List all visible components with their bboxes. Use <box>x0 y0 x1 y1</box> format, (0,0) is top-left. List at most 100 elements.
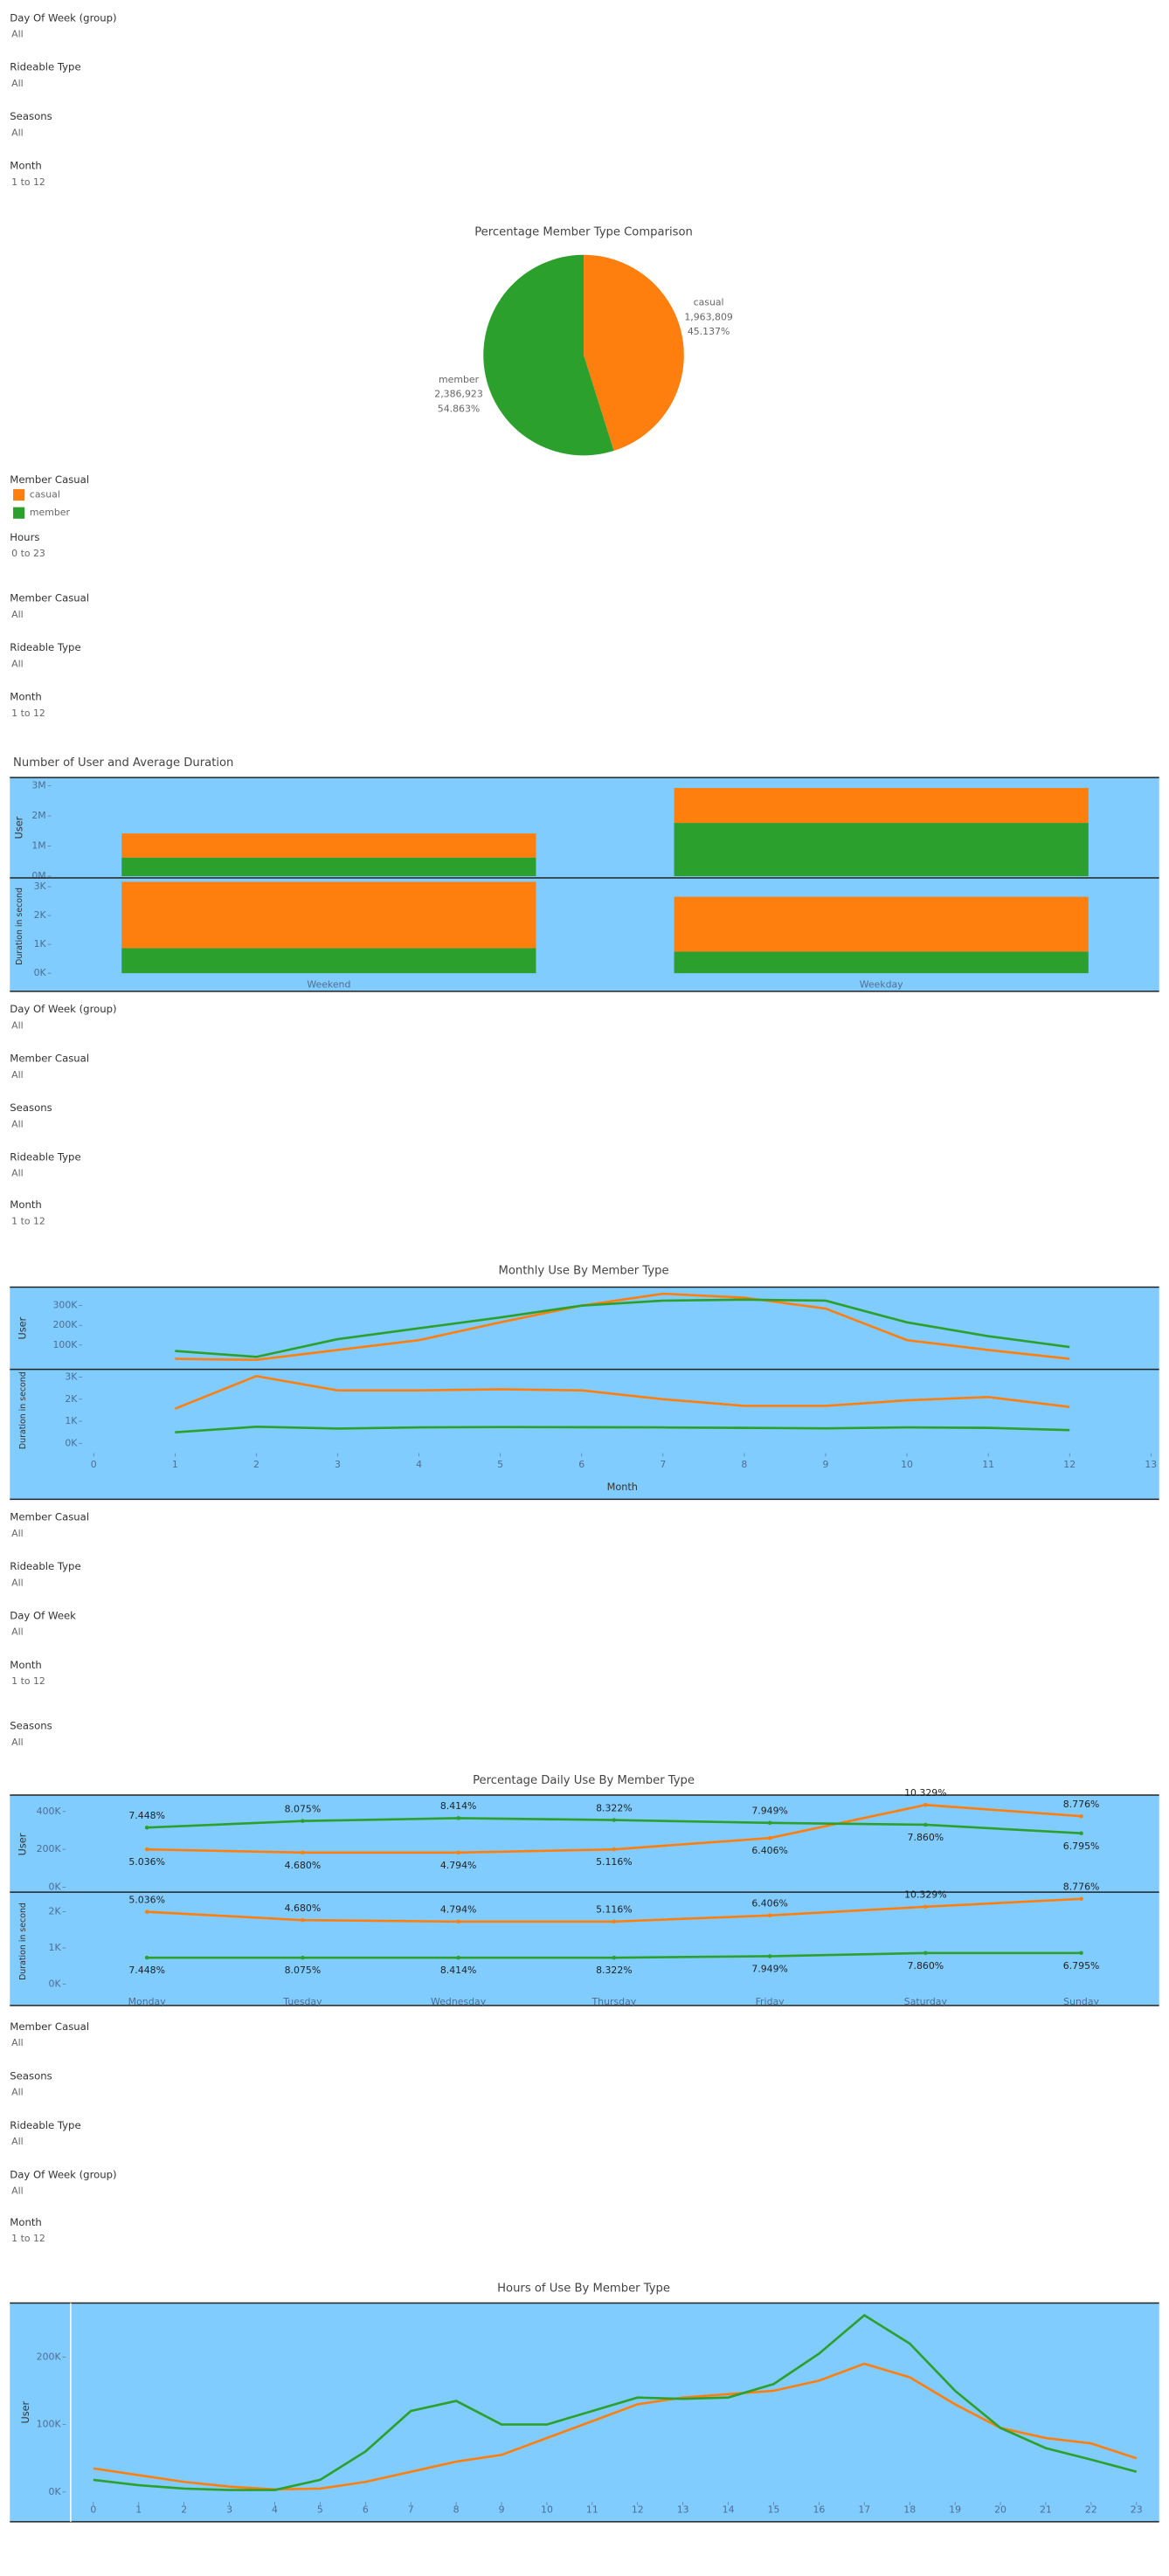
series-line <box>93 2313 1138 2491</box>
y-tick-label: 1M <box>31 840 45 852</box>
data-point <box>1079 1831 1083 1835</box>
x-tick-label: 14 <box>723 2504 735 2516</box>
filter-label: Rideable Type <box>10 1150 80 1163</box>
x-tick-label: 2 <box>253 1459 259 1470</box>
series-line <box>175 1298 1070 1358</box>
filter-label: Month <box>10 690 42 702</box>
point-label: 8.322% <box>596 1802 633 1813</box>
point-label: 6.795% <box>1063 1840 1100 1852</box>
y-tick-label: 100K <box>37 2419 62 2430</box>
filter-label: Day Of Week (group) <box>10 11 116 24</box>
x-tick-label: 11 <box>982 1459 994 1470</box>
y-tick-label: 1K <box>65 1415 78 1426</box>
y-tick-label: 300K <box>52 1300 78 1311</box>
filter-label: Rideable Type <box>10 2119 80 2131</box>
data-point <box>612 1919 617 1924</box>
x-axis-label: Month <box>607 1481 638 1493</box>
y-tick-label: 3K <box>65 1371 78 1383</box>
x-tick-label: 17 <box>858 2504 870 2516</box>
slice-percent: 45.137% <box>688 326 730 337</box>
filter-value: All <box>11 2186 24 2197</box>
point-label: 10.329% <box>904 1787 947 1799</box>
point-label: 8.414% <box>440 1800 477 1812</box>
y-tick-label: 3M <box>31 780 45 791</box>
x-tick-label: Sunday <box>1063 1996 1099 2007</box>
x-tick-label: 5 <box>317 2504 323 2516</box>
chart-panel <box>10 1795 1159 2006</box>
x-tick-label: 1 <box>135 2504 142 2516</box>
point-label: 8.776% <box>1063 1799 1100 1810</box>
y-tick-label: 400K <box>37 1806 62 1817</box>
filter-value: All <box>11 1737 24 1748</box>
filter-label: Month <box>10 160 42 172</box>
point-label: 4.680% <box>285 1903 322 1914</box>
point-label: 4.680% <box>285 1860 322 1871</box>
x-tick-label: 8 <box>741 1459 747 1470</box>
legend-title: Member Casual <box>10 473 89 486</box>
point-label: 5.036% <box>128 1894 165 1905</box>
series-line <box>174 1374 1070 1410</box>
point-label: 4.794% <box>440 1860 477 1871</box>
filter-label: Month <box>10 1198 42 1211</box>
data-point <box>301 1850 305 1855</box>
y-tick-label: 0K <box>34 967 47 978</box>
x-tick-label: 2 <box>181 2504 187 2516</box>
point-label: 8.776% <box>1063 1882 1100 1893</box>
point-label: 10.329% <box>904 1889 947 1901</box>
bar-segment <box>674 788 1089 824</box>
filter-value: All <box>11 127 24 138</box>
y-axis-label: Duration in second <box>15 887 24 965</box>
data-point <box>456 1955 460 1960</box>
filter-value: All <box>11 1069 24 1081</box>
y-axis-label: Duration in second <box>18 1371 28 1449</box>
filter-value: 1 to 12 <box>11 1675 45 1687</box>
y-tick-label: 0K <box>65 1437 78 1448</box>
x-tick-label: 22 <box>1085 2504 1097 2516</box>
data-point <box>144 1910 149 1914</box>
data-point <box>612 1847 617 1852</box>
series-line <box>175 1426 1070 1433</box>
bar-segment <box>674 951 1089 974</box>
filter-value: All <box>11 78 24 89</box>
y-axis-label: User <box>20 2400 31 2423</box>
point-label: 6.795% <box>1063 1960 1100 1972</box>
filter-label: Rideable Type <box>10 1560 80 1572</box>
y-tick-label: 0K <box>49 1881 62 1892</box>
point-label: 7.949% <box>751 1806 788 1817</box>
filter-label: Hours <box>10 531 39 543</box>
legend-swatch <box>13 488 25 501</box>
legend-label: member <box>30 507 71 518</box>
point-label: 8.322% <box>596 1965 633 1976</box>
filter-value: All <box>11 1019 24 1031</box>
x-tick-label: 10 <box>901 1459 913 1470</box>
x-tick-label: 12 <box>632 2504 644 2516</box>
y-tick-label: 3K <box>34 881 47 892</box>
y-tick-label: 1K <box>34 938 47 950</box>
filter-value: All <box>11 1118 24 1129</box>
filter-label: Rideable Type <box>10 641 80 653</box>
data-point <box>767 1954 772 1958</box>
chart-title: Percentage Daily Use By Member Type <box>473 1774 695 1787</box>
point-label: 7.448% <box>128 1810 165 1821</box>
filter-label: Seasons <box>10 2069 52 2082</box>
pie-slice <box>584 254 684 452</box>
y-axis-label: User <box>17 1316 28 1339</box>
y-tick-label: 2K <box>65 1393 78 1405</box>
chart-title: Monthly Use By Member Type <box>498 1265 668 1278</box>
x-tick-label: 7 <box>408 2504 414 2516</box>
filter-label: Day Of Week (group) <box>10 1003 116 1015</box>
y-tick-label: 100K <box>52 1339 78 1350</box>
x-tick-label: 9 <box>823 1459 829 1470</box>
point-label: 6.406% <box>751 1898 788 1910</box>
x-tick-label: 9 <box>499 2504 505 2516</box>
legend-label: casual <box>30 489 60 501</box>
x-tick-label: 13 <box>1145 1459 1157 1470</box>
x-tick-label: 4 <box>272 2504 278 2516</box>
data-point <box>612 1955 617 1960</box>
bar-segment <box>121 881 536 949</box>
point-label: 8.414% <box>440 1965 477 1976</box>
legend-swatch <box>13 507 25 519</box>
x-tick-label: 0 <box>91 1459 97 1470</box>
x-tick-label: Friday <box>756 1996 785 2007</box>
